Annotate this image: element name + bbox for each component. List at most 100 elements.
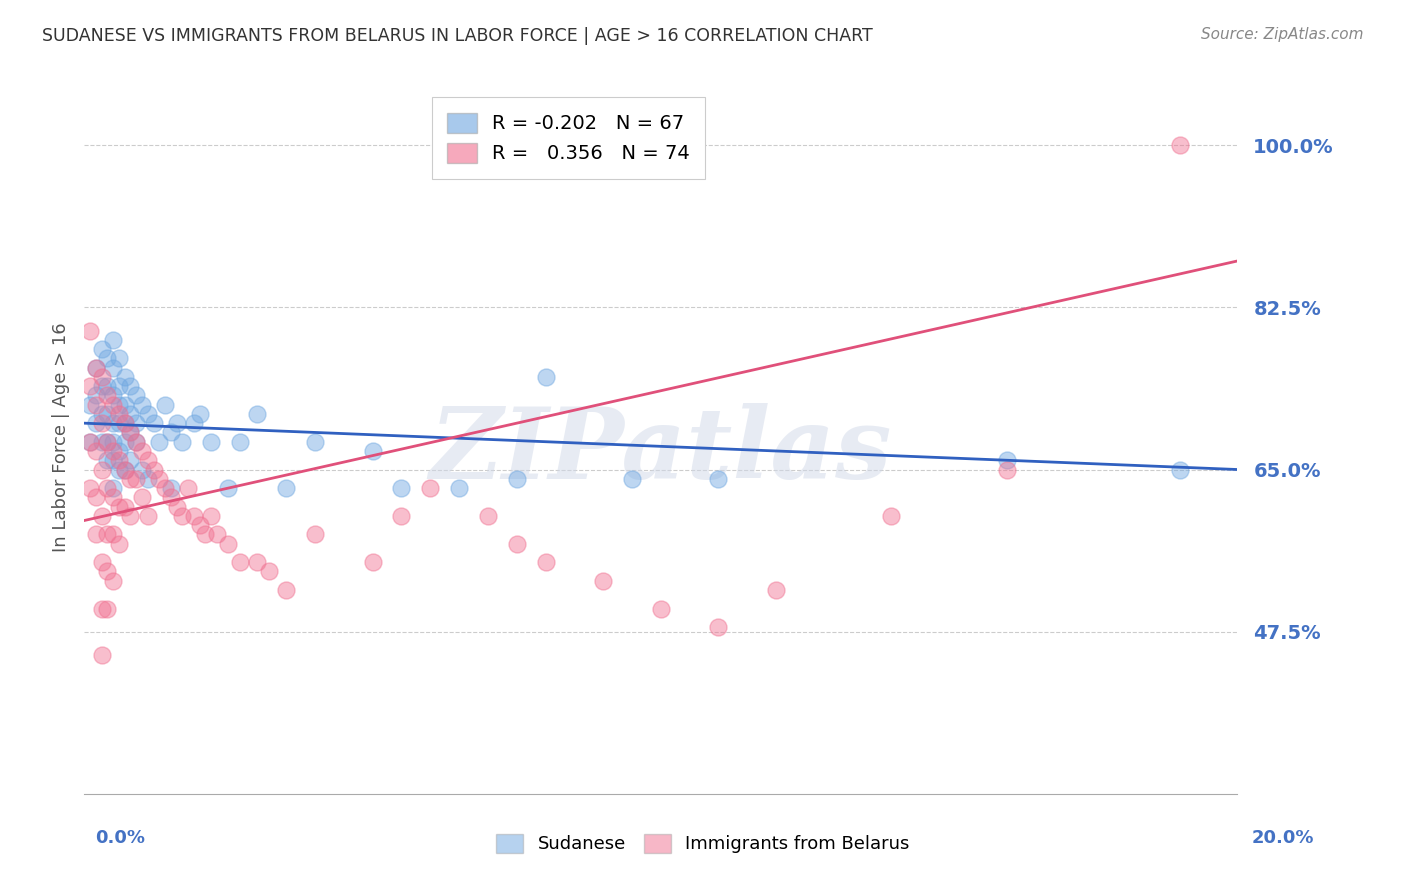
Point (506, 472, 529, 486)
Point (125, 434, 148, 449)
Point (103, 388, 124, 402)
Point (136, 453, 159, 467)
Text: ZIPatlas: ZIPatlas (430, 403, 891, 500)
Point (90, 379, 112, 393)
Point (103, 527, 124, 541)
Point (84, 444, 107, 458)
Point (707, 620, 730, 634)
Point (79, 379, 101, 393)
Point (200, 434, 222, 449)
Point (361, 555, 384, 569)
Point (131, 444, 153, 458)
Point (84, 360, 107, 375)
Point (103, 416, 124, 430)
Point (103, 360, 124, 375)
Point (218, 481, 240, 495)
Point (218, 536, 240, 550)
Point (96, 351, 118, 366)
Point (103, 574, 124, 588)
Point (108, 444, 131, 458)
Point (131, 462, 153, 476)
Point (96, 434, 118, 449)
Point (90, 416, 112, 430)
Point (79, 398, 101, 412)
Point (114, 500, 136, 514)
Point (166, 500, 188, 514)
Point (114, 462, 136, 476)
Point (108, 407, 131, 421)
Point (108, 416, 131, 430)
Point (108, 351, 131, 366)
Point (419, 481, 441, 495)
Point (707, 472, 730, 486)
Point (114, 434, 136, 449)
Point (84, 491, 107, 505)
Point (172, 508, 194, 523)
Text: 0.0%: 0.0% (96, 829, 146, 847)
Point (592, 574, 614, 588)
Point (246, 407, 269, 421)
Point (131, 398, 153, 412)
Point (90, 434, 112, 449)
Point (120, 407, 142, 421)
Point (125, 388, 148, 402)
Point (84, 416, 107, 430)
Point (96, 601, 118, 615)
Point (84, 398, 107, 412)
Point (114, 416, 136, 430)
Point (96, 388, 118, 402)
Point (188, 518, 211, 533)
Point (361, 444, 384, 458)
Point (200, 508, 222, 523)
Point (142, 462, 165, 476)
Point (103, 333, 124, 347)
Point (160, 481, 183, 495)
Point (246, 555, 269, 569)
Point (304, 434, 326, 449)
Point (90, 342, 112, 356)
Point (304, 527, 326, 541)
Point (534, 555, 557, 569)
Point (103, 434, 124, 449)
Point (153, 481, 176, 495)
Point (90, 407, 112, 421)
Point (125, 434, 148, 449)
Point (84, 527, 107, 541)
Point (391, 508, 413, 523)
Text: SUDANESE VS IMMIGRANTS FROM BELARUS IN LABOR FORCE | AGE > 16 CORRELATION CHART: SUDANESE VS IMMIGRANTS FROM BELARUS IN L… (42, 27, 873, 45)
Point (136, 472, 159, 486)
Text: Source: ZipAtlas.com: Source: ZipAtlas.com (1201, 27, 1364, 42)
Point (120, 425, 142, 440)
Point (120, 379, 142, 393)
Point (183, 508, 205, 523)
Point (188, 407, 211, 421)
Point (79, 481, 101, 495)
Point (108, 453, 131, 467)
Point (880, 508, 903, 523)
Point (229, 555, 252, 569)
Point (194, 527, 217, 541)
Point (90, 601, 112, 615)
Point (79, 434, 101, 449)
Point (96, 565, 118, 579)
Legend: Sudanese, Immigrants from Belarus: Sudanese, Immigrants from Belarus (489, 827, 917, 861)
Point (103, 398, 124, 412)
Point (166, 416, 188, 430)
Point (229, 434, 252, 449)
Point (114, 398, 136, 412)
Point (995, 462, 1018, 476)
Point (79, 434, 101, 449)
Point (114, 369, 136, 384)
Point (108, 398, 131, 412)
Point (90, 648, 112, 662)
Point (96, 453, 118, 467)
Point (90, 555, 112, 569)
Point (90, 462, 112, 476)
Point (96, 379, 118, 393)
Point (995, 453, 1018, 467)
Point (534, 369, 557, 384)
Point (621, 472, 644, 486)
Point (96, 527, 118, 541)
Point (136, 508, 159, 523)
Legend: R = -0.202   N = 67, R =   0.356   N = 74: R = -0.202 N = 67, R = 0.356 N = 74 (432, 97, 706, 179)
